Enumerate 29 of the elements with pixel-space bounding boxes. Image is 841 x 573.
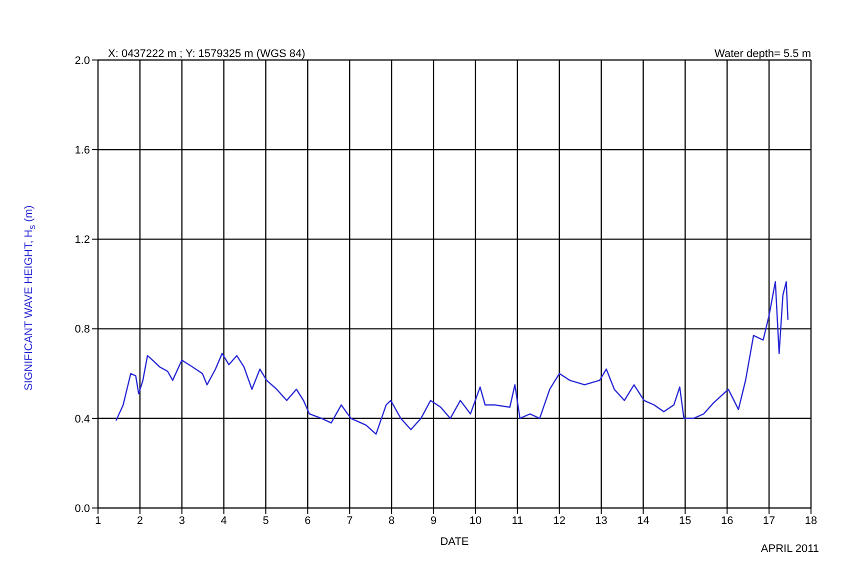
x-tick-label: 7 (346, 514, 353, 527)
x-tick-label: 10 (469, 514, 482, 527)
x-tick-label: 11 (512, 514, 524, 527)
x-tick-label: 1 (94, 514, 102, 527)
x-tick-label: 16 (720, 514, 734, 527)
annotation: Water depth= 5.5 m (714, 48, 811, 60)
x-tick-label: 2 (136, 514, 144, 527)
y-tick-label: 0.4 (74, 413, 90, 426)
x-tick-label: 14 (637, 514, 650, 527)
x-tick-label: 15 (679, 514, 692, 527)
x-tick-label: 17 (762, 514, 776, 527)
line-series (115, 281, 789, 435)
text: APRIL 2011 (760, 543, 819, 555)
annotation: X: 0437222 m ; Y: 1579325 m (WGS 84) (108, 48, 306, 60)
x-tick-label: 5 (262, 514, 269, 527)
x-tick-label: 18 (804, 514, 818, 527)
y-tick-label: 1.6 (74, 144, 90, 157)
y-tick-label: 0.0 (74, 502, 90, 515)
x-tick-label: 12 (553, 514, 566, 527)
x-tick-label: 4 (220, 514, 227, 527)
y-tick-label: 1.2 (74, 234, 90, 246)
x-tick-label: 13 (595, 514, 608, 527)
x-tick-label: 3 (178, 514, 185, 527)
x-tick-label: 9 (430, 514, 437, 527)
x-tick-label: 8 (388, 514, 395, 527)
x-tick-label: 6 (304, 514, 311, 527)
y-tick-label: 0.8 (74, 324, 90, 336)
y-tick-label: 2.0 (74, 54, 90, 67)
x-axis-title: DATE (440, 536, 469, 548)
